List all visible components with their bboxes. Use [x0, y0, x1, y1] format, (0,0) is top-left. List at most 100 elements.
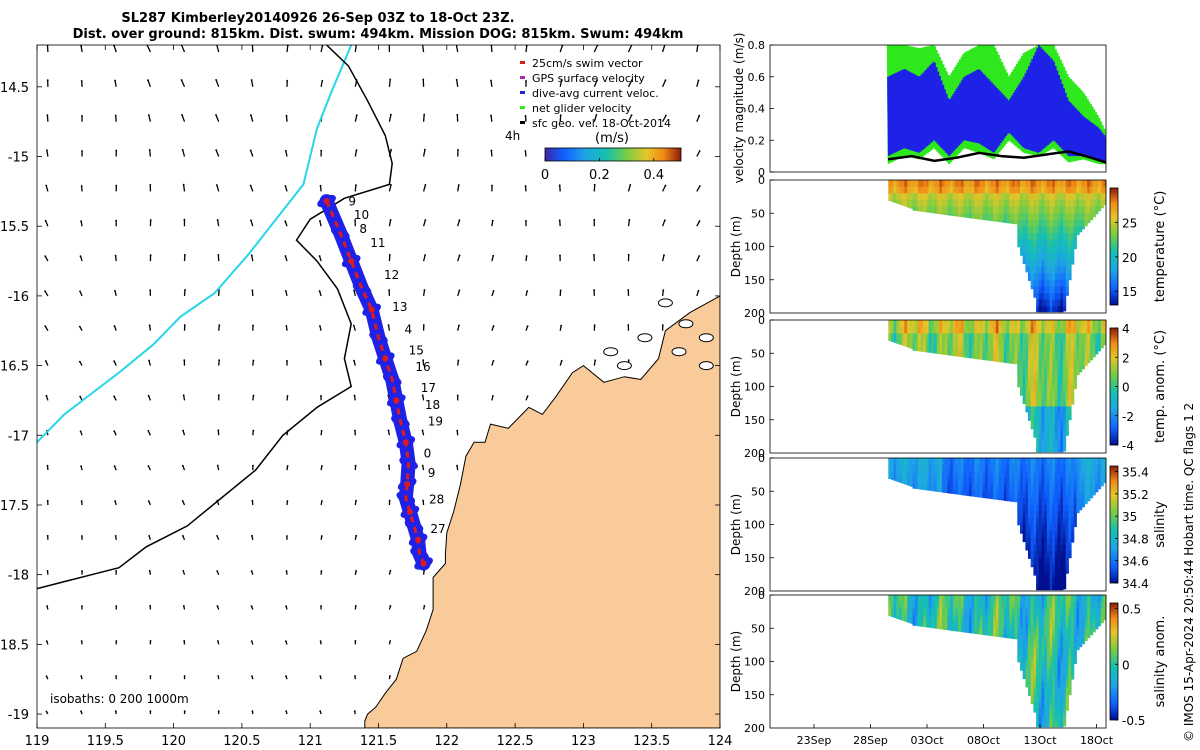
section-cell: [1003, 464, 1008, 472]
section-cell: [1036, 279, 1040, 287]
section-cell: [977, 608, 981, 616]
section-cell: [928, 206, 932, 213]
section-cell: [982, 339, 986, 348]
section-cell: [1001, 464, 1005, 472]
section-cell: [1054, 661, 1059, 669]
section-cell: [1049, 286, 1053, 294]
section-cell: [1068, 511, 1072, 519]
section-cell: [1076, 199, 1080, 208]
section-cell: [990, 346, 994, 354]
section-cell: [1065, 694, 1069, 702]
section-cell: [936, 326, 940, 334]
section-cell: [1046, 615, 1051, 623]
section-cell: [1030, 219, 1034, 228]
section-cell: [1060, 688, 1064, 696]
section-cell: [1060, 681, 1064, 689]
scale-label: 4h: [505, 129, 520, 143]
velocity-arrow-head: [149, 675, 152, 677]
track-fix: [415, 536, 422, 543]
section-cell: [1063, 491, 1067, 499]
section-cell: [947, 621, 951, 629]
section-cell: [944, 333, 948, 341]
section-cell: [1087, 199, 1091, 208]
section-cell: [1071, 346, 1075, 354]
section-cell: [904, 601, 908, 609]
section-cell: [979, 320, 983, 328]
section-cell: [1038, 477, 1042, 486]
section-cell: [1071, 634, 1075, 643]
section-cell: [1063, 577, 1067, 585]
section-cell: [1036, 674, 1040, 682]
section-cell: [1087, 634, 1091, 639]
section-cell: [977, 206, 981, 214]
section-cell: [934, 595, 938, 603]
velocity-arrow: [696, 80, 700, 87]
section-cell: [901, 458, 905, 466]
section-cell: [952, 206, 956, 214]
section-cell: [1049, 708, 1053, 716]
section-cell: [925, 199, 930, 208]
section-cell: [995, 621, 999, 629]
section-cell: [958, 320, 962, 328]
section-cell: [987, 601, 991, 609]
section-cell: [947, 595, 951, 603]
section-cell: [888, 464, 892, 472]
section-cell: [993, 186, 997, 194]
velocity-arrow-head: [628, 218, 631, 221]
section-cell: [1103, 320, 1107, 328]
section-cell: [942, 326, 946, 334]
section-cell: [1046, 701, 1051, 709]
section-cell: [1084, 346, 1088, 354]
section-cell: [1054, 366, 1059, 374]
section-cell: [1017, 477, 1021, 486]
velocity-arrow: [285, 150, 288, 157]
section-cell: [1036, 393, 1040, 401]
section-cell: [923, 464, 927, 472]
velocity-arrow-head: [149, 184, 152, 186]
section-cell: [1071, 320, 1075, 328]
section-cell: [1028, 346, 1032, 354]
section-cell: [1046, 668, 1051, 676]
section-cell: [974, 615, 978, 623]
section-cell: [1071, 393, 1075, 401]
section-cell: [1060, 266, 1064, 274]
section-cell: [1079, 595, 1083, 603]
section-cell: [950, 615, 954, 623]
section-cell: [912, 206, 916, 211]
section-cell: [1092, 339, 1096, 348]
velocity-arrow: [353, 290, 356, 297]
section-cell: [1068, 199, 1072, 208]
section-cell: [1030, 544, 1034, 552]
section-cell: [1049, 406, 1053, 414]
section-cell: [977, 595, 981, 603]
section-cell: [1006, 621, 1010, 629]
section-cell: [888, 601, 892, 609]
map-y-tick-label: -19: [8, 708, 29, 723]
section-cell: [904, 471, 908, 479]
section-cell: [1038, 259, 1042, 267]
section-cell: [1081, 193, 1085, 201]
section-cell: [1084, 484, 1088, 492]
section-cell: [1089, 199, 1094, 208]
section-cell: [960, 186, 964, 194]
section-cell: [1068, 333, 1072, 341]
map-x-tick-label: 121: [298, 734, 323, 749]
velocity-arrow-head: [114, 114, 117, 117]
section-cell: [934, 458, 938, 466]
section-cell: [985, 477, 989, 486]
section-cell: [1103, 199, 1107, 206]
section-cell: [909, 346, 913, 349]
section-cell: [931, 477, 935, 486]
section-cell: [925, 471, 930, 479]
section-cell: [1063, 708, 1067, 716]
track-day-label: 9: [348, 194, 356, 208]
section-cell: [1041, 721, 1045, 728]
section-cell: [912, 477, 916, 486]
section-cell: [928, 320, 932, 328]
velocity-arrow-head: [354, 675, 356, 677]
velocity-arrow-head: [388, 254, 391, 256]
velocity-arrow-head: [697, 79, 700, 82]
section-cell: [1095, 333, 1099, 341]
section-cell: [1038, 206, 1042, 214]
section-cell: [1033, 266, 1037, 274]
